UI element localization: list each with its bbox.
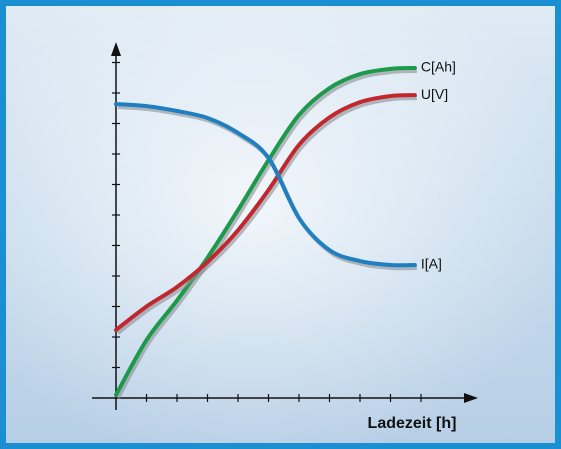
x-axis-label: Ladezeit [h]: [368, 415, 457, 432]
page: Ladezeit [h] C[Ah]U[V]I[A] (() => { cons…: [0, 0, 561, 449]
chart: Ladezeit [h] C[Ah] U[V] I[A]: [0, 0, 561, 449]
series-label: C[Ah]: [421, 59, 456, 75]
background-glow: [6, 6, 555, 443]
series-label: U[V]: [421, 86, 448, 102]
series-label: I[A]: [421, 256, 442, 272]
